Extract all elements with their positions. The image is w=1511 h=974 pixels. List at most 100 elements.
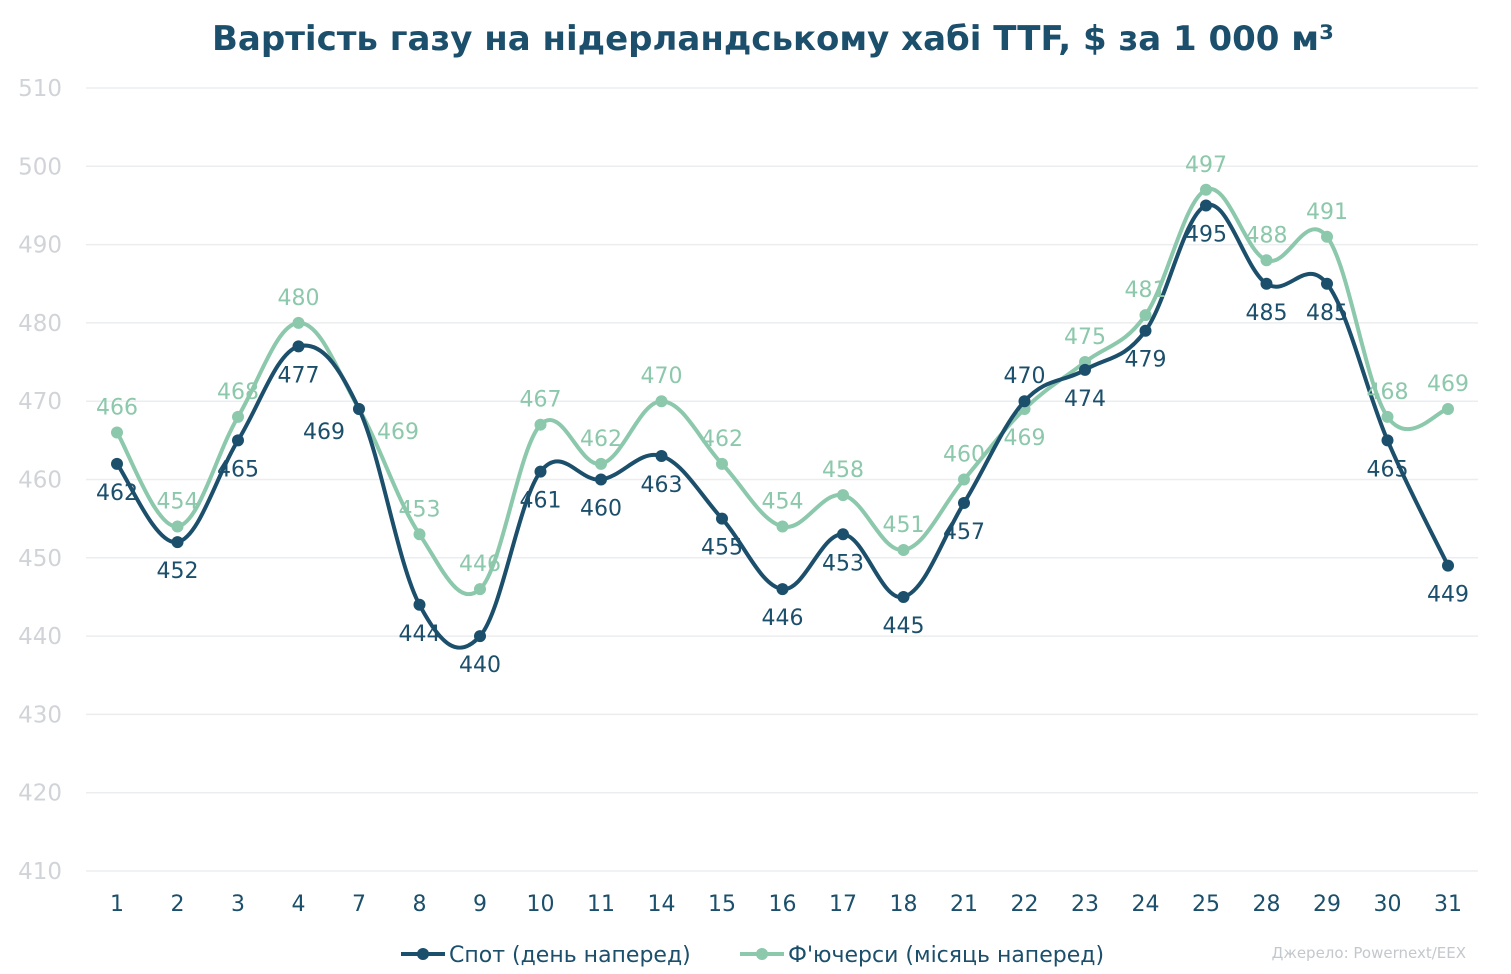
data-label-futures: 491 — [1306, 200, 1348, 225]
series-line-futures — [115, 186, 1450, 597]
data-point-futures — [534, 418, 547, 431]
x-tick-label: 4 — [292, 892, 306, 917]
data-label-spot: 495 — [1185, 222, 1227, 247]
data-point-spot — [1139, 324, 1152, 337]
y-tick-label: 450 — [18, 546, 62, 572]
legend-marker-futures — [756, 948, 768, 960]
data-label-futures: 453 — [399, 497, 441, 522]
x-tick-label: 10 — [527, 892, 555, 917]
data-label-futures: 488 — [1246, 223, 1288, 248]
data-label-futures: 467 — [520, 388, 562, 413]
data-label-futures: 469 — [1004, 426, 1046, 451]
data-point-spot — [958, 496, 970, 509]
data-point-spot — [837, 528, 849, 541]
data-point-futures — [897, 543, 910, 556]
x-tick-label: 24 — [1132, 892, 1160, 917]
y-tick-label: 460 — [18, 468, 62, 494]
x-tick-label: 22 — [1011, 892, 1039, 917]
data-label-spot: 469 — [303, 420, 345, 445]
data-label-futures: 446 — [459, 552, 501, 577]
y-tick-label: 490 — [18, 233, 62, 259]
legend-label-spot: Спот (день наперед) — [449, 943, 691, 968]
source-note: Джерело: Powernext/EEX — [1272, 944, 1466, 962]
data-label-spot: 445 — [883, 614, 925, 639]
data-label-spot: 470 — [1004, 364, 1046, 389]
data-label-spot: 477 — [278, 363, 320, 388]
y-tick-label: 420 — [18, 781, 62, 807]
x-tick-label: 15 — [708, 892, 736, 917]
y-tick-label: 480 — [18, 311, 62, 337]
data-labels: 462 452 465 477 469 444 440 461 460 463 455 446 453 4… — [96, 153, 1469, 678]
x-tick-label: 31 — [1434, 892, 1462, 917]
data-point-spot — [1321, 277, 1333, 290]
x-tick-label: 2 — [171, 892, 185, 917]
data-label-futures: 480 — [278, 286, 320, 311]
data-point-spot — [776, 583, 789, 596]
data-point-spot — [474, 630, 486, 643]
data-point-futures — [958, 473, 970, 486]
y-tick-label: 440 — [18, 624, 62, 650]
y-tick-label: 430 — [18, 702, 62, 728]
data-point-futures — [1139, 309, 1152, 322]
data-label-spot: 479 — [1125, 348, 1167, 373]
data-label-spot: 449 — [1427, 583, 1469, 608]
y-tick-label: 510 — [18, 76, 62, 102]
data-point-spot — [232, 434, 244, 447]
data-label-spot: 462 — [96, 481, 138, 506]
data-label-futures: 475 — [1064, 325, 1106, 350]
data-point-spot — [595, 473, 607, 486]
data-label-futures: 469 — [1427, 372, 1469, 397]
x-tick-label: 21 — [950, 892, 978, 917]
data-label-futures: 458 — [822, 458, 864, 483]
data-label-futures: 454 — [157, 489, 199, 514]
data-label-spot: 460 — [580, 497, 622, 522]
data-point-spot — [534, 465, 547, 478]
data-label-spot: 452 — [157, 559, 199, 584]
x-tick-label: 30 — [1374, 892, 1402, 917]
x-tick-label: 18 — [890, 892, 918, 917]
data-label-spot: 463 — [641, 473, 683, 498]
x-tick-label: 28 — [1253, 892, 1281, 917]
data-label-spot: 461 — [520, 489, 562, 514]
data-label-futures: 481 — [1125, 278, 1167, 303]
data-label-spot: 440 — [459, 653, 501, 678]
data-point-futures — [1442, 403, 1454, 416]
legend-item-futures: Ф'ючерси (місяць наперед) — [740, 943, 1104, 968]
x-axis: 1 2 3 4 7 8 9 10 11 14 15 16 17 18 21 22 23 24 25 28 29 30 31 — [110, 892, 1462, 917]
data-point-spot — [171, 536, 184, 549]
legend-label-futures: Ф'ючерси (місяць наперед) — [788, 943, 1104, 968]
data-label-futures: 462 — [580, 427, 622, 452]
data-label-spot: 485 — [1306, 301, 1348, 326]
data-point-futures — [1381, 410, 1394, 423]
data-point-futures — [474, 583, 486, 596]
x-tick-label: 3 — [231, 892, 245, 917]
data-label-spot: 465 — [1367, 457, 1409, 482]
series-group — [111, 183, 1454, 650]
x-tick-label: 9 — [473, 892, 487, 917]
legend-item-spot: Спот (день наперед) — [401, 943, 691, 968]
y-tick-label: 470 — [18, 389, 62, 415]
data-label-futures: 451 — [883, 513, 925, 538]
y-tick-label: 500 — [18, 154, 62, 180]
data-label-spot: 444 — [399, 622, 441, 647]
y-axis: 510 500 490 480 470 460 450 440 430 420 410 — [18, 76, 62, 885]
chart-title: Вартість газу на нідерландському хабі TT… — [212, 19, 1334, 59]
data-label-spot: 485 — [1246, 301, 1288, 326]
data-label-spot: 446 — [762, 606, 804, 631]
data-label-spot: 465 — [217, 457, 259, 482]
x-tick-label: 8 — [413, 892, 427, 917]
x-tick-label: 14 — [648, 892, 676, 917]
data-point-futures — [1321, 230, 1333, 243]
x-tick-label: 16 — [769, 892, 797, 917]
x-tick-label: 17 — [829, 892, 857, 917]
data-point-futures — [232, 410, 244, 423]
data-point-spot — [1381, 434, 1394, 447]
data-label-futures: 466 — [96, 396, 138, 421]
legend-marker-spot — [417, 948, 429, 960]
data-point-spot — [1442, 559, 1454, 572]
data-point-spot — [897, 590, 910, 603]
data-point-spot — [655, 450, 668, 463]
data-point-spot — [1018, 395, 1031, 408]
data-point-futures — [655, 395, 668, 408]
